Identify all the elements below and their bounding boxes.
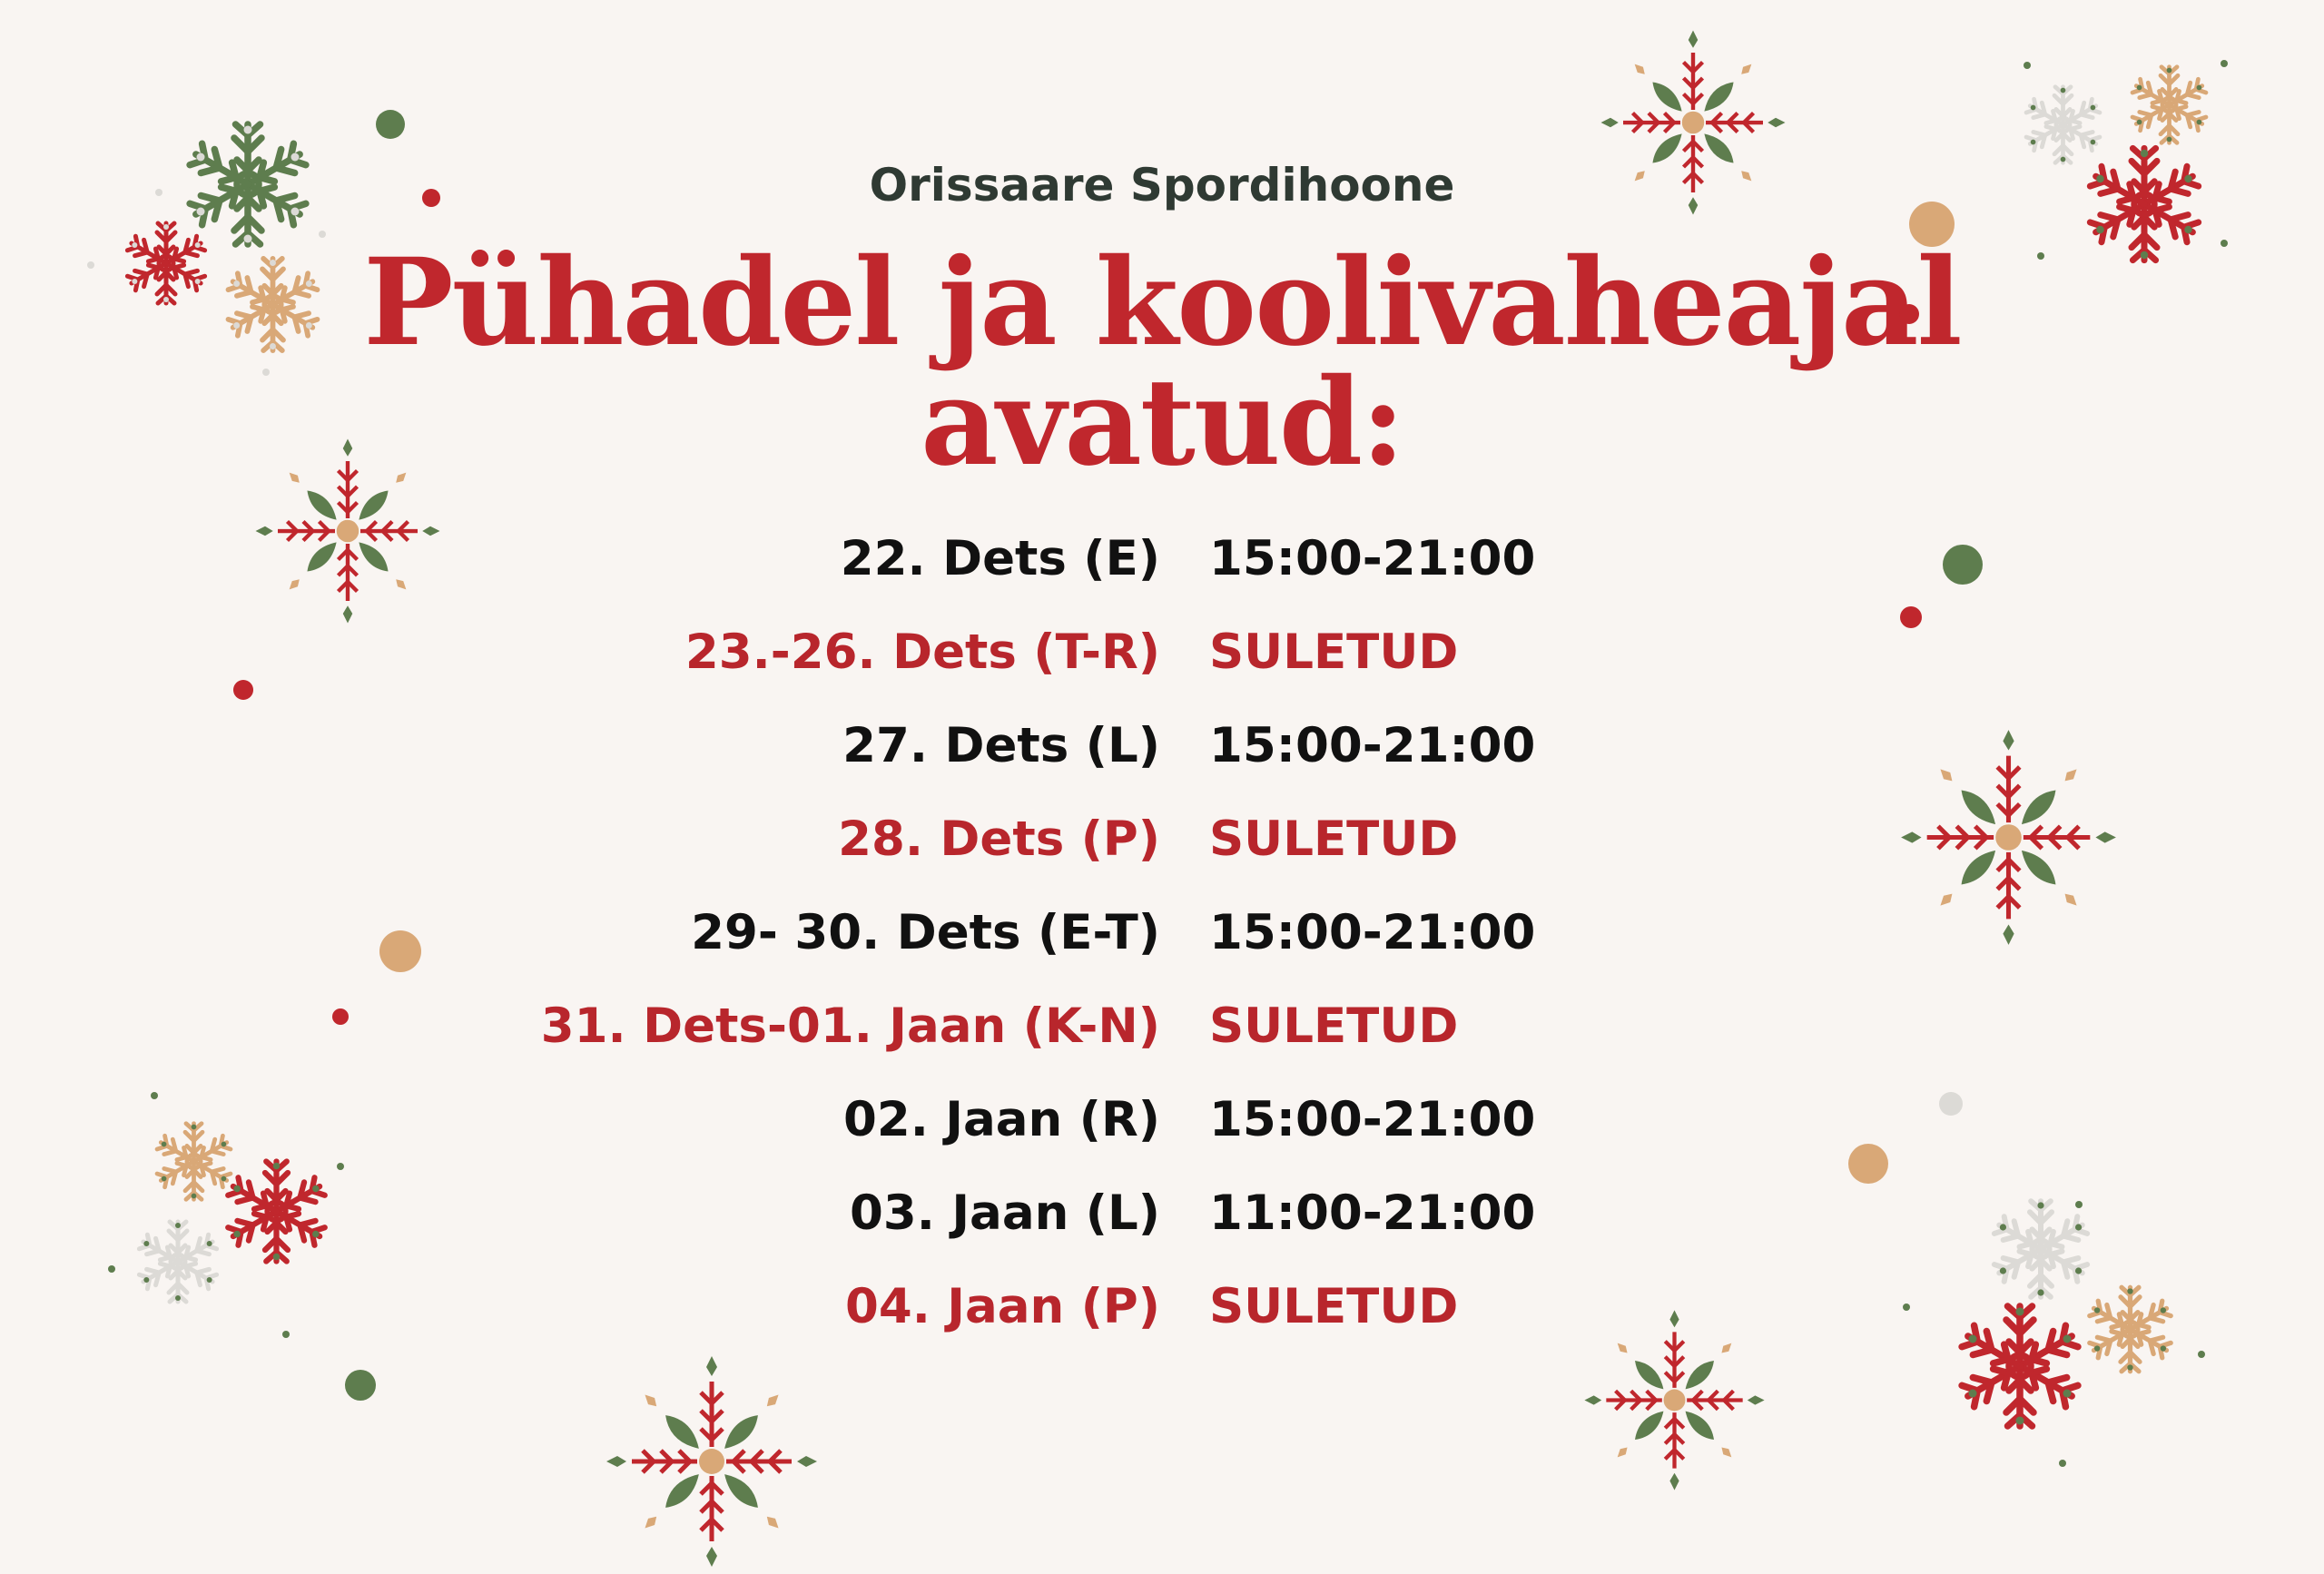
compass-star-icon (1897, 726, 2120, 952)
dot-icon (1900, 606, 1922, 628)
dot-icon (2198, 1351, 2205, 1358)
schedule-row: 29- 30. Dets (E-T) 15:00-21:00 (0, 905, 2324, 999)
schedule-day: 31. Dets-01. Jaan (K-N) (540, 999, 1160, 1054)
dot-icon (262, 369, 270, 376)
dot-icon (345, 1370, 376, 1401)
schedule-day: 02. Jaan (R) (842, 1092, 1160, 1147)
schedule-row: 31. Dets-01. Jaan (K-N) SULETUD (0, 999, 2324, 1092)
schedule-day: 22. Dets (E) (840, 531, 1160, 586)
dot-icon (319, 231, 326, 238)
venue-name: Orissaare Spordihoone (869, 159, 1455, 212)
dot-icon (282, 1331, 290, 1338)
snowflake-icon (1986, 1195, 2095, 1307)
snowflake-icon (180, 116, 316, 256)
schedule-day: 27. Dets (L) (842, 718, 1160, 773)
schedule-day: 03. Jaan (L) (850, 1185, 1160, 1241)
dot-icon (155, 189, 162, 196)
dot-icon (379, 930, 421, 972)
title-line-1: Pühadel ja koolivaheajal (363, 232, 1962, 373)
compass-star-icon (603, 1353, 821, 1574)
snowflake-icon (220, 1155, 333, 1272)
schedule-row: 03. Jaan (L) 11:00-21:00 (0, 1185, 2324, 1279)
snowflake-icon (2126, 62, 2212, 152)
dot-icon (87, 261, 94, 269)
dot-icon (233, 680, 253, 700)
snowflake-icon (2081, 141, 2208, 271)
snowflake-icon (151, 1118, 237, 1208)
schedule-day: 04. Jaan (P) (844, 1279, 1160, 1334)
schedule-hours: SULETUD (1209, 999, 1459, 1054)
dot-icon (2059, 1460, 2066, 1467)
dot-icon (1943, 545, 1983, 585)
schedule-row: 23.-26. Dets (T-R) SULETUD (0, 625, 2324, 718)
dot-icon (2221, 60, 2228, 67)
dot-icon (1899, 304, 1919, 324)
dot-icon (376, 110, 405, 139)
dot-icon (337, 1163, 344, 1170)
dot-icon (332, 1008, 349, 1025)
schedule-hours: 15:00-21:00 (1209, 1092, 1536, 1147)
snowflake-icon (2083, 1282, 2178, 1381)
schedule-day: 28. Dets (P) (838, 812, 1160, 867)
dot-icon (2037, 252, 2044, 260)
schedule-row: 02. Jaan (R) 15:00-21:00 (0, 1092, 2324, 1185)
schedule-day: 29- 30. Dets (E-T) (691, 905, 1160, 960)
schedule-row: 28. Dets (P) SULETUD (0, 812, 2324, 905)
dot-icon (422, 189, 440, 207)
schedule-hours: 15:00-21:00 (1209, 718, 1536, 773)
snowflake-icon (121, 218, 212, 312)
schedule-hours: SULETUD (1209, 1279, 1459, 1334)
dot-icon (2024, 62, 2031, 69)
snowflake-icon (1952, 1298, 2088, 1438)
compass-star-icon (1581, 1307, 1768, 1497)
compass-star-icon (252, 436, 443, 630)
title-line-2: avatud: (921, 352, 1405, 493)
schedule-day: 23.-26. Dets (T-R) (684, 625, 1160, 680)
dot-icon (1903, 1303, 1910, 1311)
schedule-hours: 15:00-21:00 (1209, 531, 1536, 586)
schedule-row: 04. Jaan (P) SULETUD (0, 1279, 2324, 1372)
compass-star-icon (1598, 27, 1788, 221)
snowflake-icon (221, 252, 325, 360)
dot-icon (2075, 1201, 2083, 1208)
schedule-hours: 11:00-21:00 (1209, 1185, 1536, 1241)
schedule-hours: 15:00-21:00 (1209, 905, 1536, 960)
dot-icon (108, 1265, 115, 1273)
dot-icon (1939, 1092, 1963, 1116)
schedule-hours: SULETUD (1209, 625, 1459, 680)
schedule-row: 27. Dets (L) 15:00-21:00 (0, 718, 2324, 812)
page-title: Pühadel ja koolivaheajal avatud: (0, 243, 2324, 483)
dot-icon (1848, 1144, 1888, 1184)
schedule-hours: SULETUD (1209, 812, 1459, 867)
snowflake-icon (2020, 82, 2106, 172)
dot-icon (2221, 240, 2228, 247)
schedule-row: 22. Dets (E) 15:00-21:00 (0, 531, 2324, 625)
snowflake-icon (133, 1216, 223, 1311)
dot-icon (151, 1092, 158, 1099)
dot-icon (1909, 202, 1955, 247)
